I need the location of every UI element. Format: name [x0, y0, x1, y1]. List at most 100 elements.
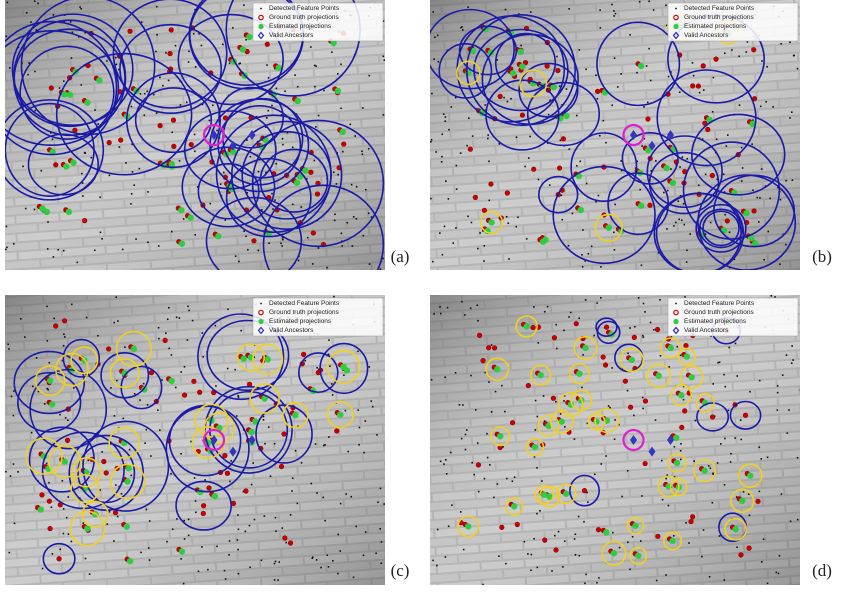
ground-truth: [642, 460, 648, 467]
feature-point: [641, 495, 643, 497]
feature-point: [476, 108, 478, 110]
valid-region: [601, 540, 627, 566]
feature-point: [183, 519, 186, 522]
ground-truth: [475, 462, 482, 468]
search-region: [319, 342, 369, 395]
feature-point: [707, 465, 710, 467]
feature-point: [666, 189, 669, 192]
ground-truth: [82, 218, 88, 224]
feature-point: [546, 305, 549, 308]
feature-point: [268, 242, 270, 245]
feature-point: [12, 243, 15, 245]
feature-point: [63, 333, 65, 336]
feature-point: [13, 522, 16, 525]
feature-point: [586, 491, 588, 494]
feature-point: [304, 359, 307, 362]
feature-point: [791, 111, 793, 113]
feature-point: [266, 64, 268, 66]
feature-point: [563, 395, 566, 397]
feature-point: [219, 183, 222, 186]
legend-label: Ground truth projections: [684, 309, 754, 316]
feature-point: [503, 96, 505, 99]
feature-point: [444, 116, 447, 118]
feature-point: [152, 93, 155, 96]
feature-point: [711, 501, 714, 504]
feature-point: [799, 389, 800, 391]
feature-point: [796, 67, 799, 70]
feature-point: [332, 171, 335, 174]
feature-point: [741, 167, 744, 169]
feature-point: [631, 536, 634, 538]
estimate: [531, 443, 539, 451]
valid-region: [485, 357, 510, 382]
feature-point: [586, 422, 589, 425]
ground-truth: [642, 398, 649, 404]
ground-truth: [550, 395, 556, 401]
feature-point: [8, 348, 10, 350]
feature-point: [679, 166, 681, 168]
feature-point: [341, 240, 343, 243]
feature-point: [215, 385, 217, 387]
feature-point: [341, 245, 343, 247]
feature-point: [58, 87, 61, 89]
feature-point: [563, 329, 565, 332]
legend-marker: [672, 31, 680, 40]
feature-point: [752, 119, 754, 122]
feature-point: [433, 58, 435, 60]
feature-point: [723, 52, 726, 55]
valid-region: [587, 412, 606, 431]
ground-truth: [713, 56, 719, 62]
feature-point: [464, 433, 467, 436]
feature-point: [146, 90, 149, 93]
estimate: [582, 344, 589, 352]
valid-region: [252, 343, 284, 375]
feature-point: [227, 308, 229, 311]
feature-point: [454, 96, 457, 99]
search-region: [125, 72, 221, 169]
feature-point: [281, 245, 283, 247]
valid-region: [670, 384, 693, 407]
estimate: [61, 91, 68, 98]
feature-point: [216, 129, 218, 132]
estimate: [123, 523, 130, 530]
feature-point: [84, 557, 87, 560]
ancestor: [210, 130, 218, 140]
feature-point: [85, 316, 88, 319]
feature-point: [339, 550, 342, 552]
feature-point: [445, 472, 448, 475]
feature-point: [28, 62, 30, 64]
feature-point: [10, 395, 13, 398]
feature-point: [208, 119, 211, 122]
valid-region: [573, 335, 598, 360]
feature-point: [786, 432, 789, 434]
feature-point: [354, 135, 356, 137]
feature-point: [444, 556, 447, 558]
ground-truth: [201, 503, 207, 509]
feature-point: [326, 266, 328, 269]
feature-point: [724, 213, 726, 216]
ground-truth: [751, 208, 757, 214]
feature-point: [379, 487, 382, 490]
legend-marker: [675, 302, 677, 305]
feature-point: [718, 361, 721, 364]
feature-point: [97, 334, 99, 337]
feature-point: [201, 103, 204, 106]
feature-point: [448, 128, 450, 131]
feature-point: [600, 266, 602, 268]
ground-truth: [602, 362, 609, 368]
ground-truth: [167, 50, 173, 57]
feature-point: [670, 168, 672, 170]
feature-point: [596, 97, 599, 100]
feature-point: [187, 518, 190, 521]
ground-truth: [188, 141, 194, 148]
feature-point: [62, 344, 65, 347]
feature-point: [455, 227, 457, 229]
feature-point: [47, 388, 49, 391]
ground-truth: [525, 382, 531, 389]
search-region: [596, 320, 621, 345]
feature-point: [747, 493, 750, 496]
feature-point: [548, 184, 551, 186]
feature-point: [370, 400, 373, 402]
feature-point: [440, 161, 443, 163]
